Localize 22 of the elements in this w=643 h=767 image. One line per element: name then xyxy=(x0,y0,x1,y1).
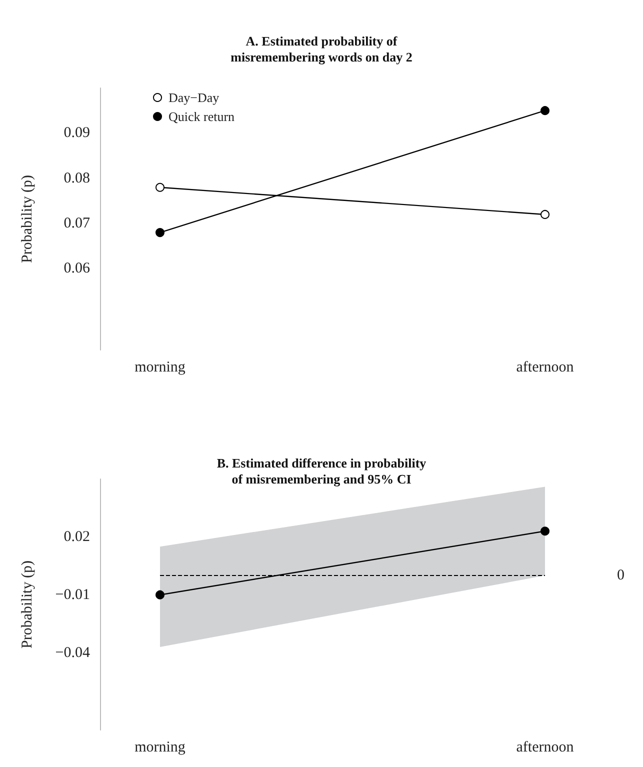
point xyxy=(156,228,164,238)
y-tick-label: 0.02 xyxy=(64,528,90,545)
y-tick-label: −0.04 xyxy=(55,644,90,661)
y-tick-label: 0.06 xyxy=(64,260,90,277)
point xyxy=(540,210,550,219)
legend-label: Quick return xyxy=(168,109,236,124)
chart-title: A. Estimated probability of misremembering words on day 2 xyxy=(230,34,412,64)
y-axis-title: Probability (p) xyxy=(20,175,36,263)
x-tick-label: morning xyxy=(134,740,186,756)
chart-title: B. Estimated difference in probability of misremembering and 95% CI xyxy=(216,456,427,486)
y-tick-label: 0.07 xyxy=(64,216,90,232)
y-axis-title: Probability (p) xyxy=(20,560,36,648)
x-tick-label: afternoon xyxy=(516,740,574,756)
y-tick-label: 0.08 xyxy=(64,170,90,186)
ref-line-label: 0 xyxy=(617,568,624,584)
y-tick-label: 0.09 xyxy=(64,125,90,142)
x-tick-label: afternoon xyxy=(516,360,574,376)
legend-label: Day−Day xyxy=(168,90,220,105)
y-tick-label: −0.01 xyxy=(55,586,90,603)
point xyxy=(156,182,164,192)
point xyxy=(540,106,550,116)
x-tick-label: morning xyxy=(134,360,186,376)
